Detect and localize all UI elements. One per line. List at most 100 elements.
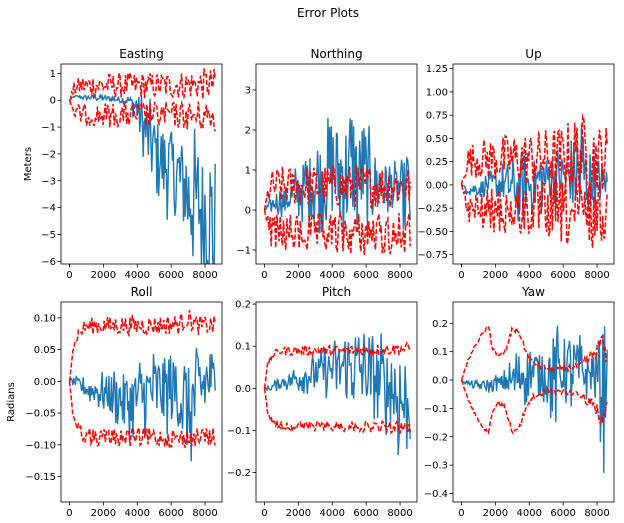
x-tick-label: 2000 [483,508,508,519]
x-tick-label: 6000 [353,508,378,519]
figure-title: Error Plots [297,6,359,20]
x-tick-label: 4000 [320,508,345,519]
series-northing-error [264,117,411,242]
series-yaw-lowerbound [460,379,608,435]
series-up-error [460,123,608,222]
y-tick-label: −0.1 [424,404,448,415]
x-tick-label: 6000 [550,508,575,519]
x-tick-label: 6000 [158,270,183,281]
y-tick-label: 1 [245,166,251,177]
panel-title-pitch: Pitch [322,285,351,299]
y-tick-label: 0.75 [426,111,448,122]
y-tick-label: 0.05 [34,345,56,356]
x-tick-label: 2000 [91,508,116,519]
y-tick-label: −3 [41,176,56,187]
y-tick-label: 0.2 [432,319,448,330]
x-tick-label: 6000 [550,270,575,281]
x-tick-label: 2000 [286,508,311,519]
panel-title-up: Up [525,47,541,61]
x-tick-label: 2000 [286,270,311,281]
axes-frame-easting [60,63,223,265]
y-tick-label: 1.00 [426,87,448,98]
axes-frame-northing [255,63,418,265]
y-tick-label: −4 [41,203,56,214]
series-up-upperbound [460,113,608,192]
y-tick-label: 0.0 [432,376,448,387]
x-tick-label: 2000 [483,270,508,281]
x-tick-label: 8000 [387,270,412,281]
y-tick-label: 0.50 [426,134,448,145]
series-roll-error [68,347,216,462]
series-roll-lowerbound [68,381,216,448]
x-tick-label: 4000 [517,270,542,281]
axes-frame-yaw [452,301,615,503]
x-tick-label: 0 [261,508,267,519]
y-tick-label: −0.15 [25,472,56,483]
series-group-northing [263,117,411,256]
axes-frame-roll [60,301,223,503]
y-tick-label: −0.3 [424,461,448,472]
y-tick-label: 0 [245,206,251,217]
x-tick-label: 6000 [158,508,183,519]
panel-yaw: 0 2000 4000 6000 8000 0.2 0.1 0.0 −0.1 −0.2 −0.3 −0… [424,285,615,519]
series-group-yaw [460,325,608,474]
series-group-roll [68,310,216,462]
x-tick-label: 4000 [125,508,150,519]
series-pitch-lowerbound [263,388,411,435]
panel-title-roll: Roll [131,285,153,299]
series-easting-upperbound [68,68,216,101]
y-axis-label-easting: Meters [23,147,34,181]
y-tick-label: −1 [236,246,251,257]
panel-roll: 0 2000 4000 6000 8000 0.10 0.05 0.00 −0.05 −0.10 −… [6,285,223,519]
y-tick-label: 0.2 [235,300,251,311]
x-tick-label: 8000 [584,508,609,519]
panel-pitch: 0 2000 4000 6000 8000 0.2 0.1 0.0 −0.1 −0.2 Pitch [227,285,418,519]
x-tick-label: 8000 [584,270,609,281]
y-tick-label: 0.00 [34,377,56,388]
panel-title-easting: Easting [119,47,163,61]
x-tick-label: 0 [66,270,72,281]
series-roll-upperbound [68,310,216,382]
y-axis-label-roll: Radians [6,382,17,422]
y-tick-label: −0.2 [424,432,448,443]
series-up-lowerbound [460,177,608,248]
x-tick-label: 8000 [387,508,412,519]
y-tick-label: 0.10 [34,313,56,324]
x-tick-label: 2000 [91,270,116,281]
series-group-easting [68,68,216,264]
series-northing-upperbound [263,165,411,211]
y-tick-label: −0.4 [424,489,448,500]
x-tick-label: 6000 [353,270,378,281]
y-tick-label: −6 [41,257,56,268]
y-tick-label: −2 [41,149,56,160]
y-tick-label: −0.25 [417,204,448,215]
y-tick-label: 3 [245,86,251,97]
x-tick-label: 4000 [125,270,150,281]
x-tick-label: 8000 [192,270,217,281]
panel-title-northing: Northing [310,47,362,61]
series-group-pitch [263,333,411,456]
series-yaw-error [460,325,608,474]
y-tick-label: −0.1 [227,426,251,437]
y-tick-label: −5 [41,230,56,241]
panel-northing: 0 2000 4000 6000 8000 3 2 1 0 −1 Northing [236,47,418,281]
y-tick-label: −0.2 [227,468,251,479]
panel-up: 0 2000 4000 6000 8000 1.25 1.00 0.75 0.50 0.25 0.0… [417,47,615,281]
axes-frame-pitch [255,301,418,503]
series-easting-error [69,92,216,264]
x-tick-label: 4000 [320,270,345,281]
panel-title-yaw: Yaw [521,285,545,299]
series-group-up [460,113,608,248]
y-tick-label: 0.00 [426,180,448,191]
x-tick-label: 0 [458,508,464,519]
y-tick-label: −0.10 [25,440,56,451]
y-tick-label: 0.1 [432,347,448,358]
y-tick-label: 0.25 [426,157,448,168]
x-tick-label: 4000 [517,508,542,519]
x-tick-label: 0 [66,508,72,519]
series-northing-lowerbound [263,209,411,256]
series-pitch-upperbound [263,341,411,389]
panel-easting: 0 2000 4000 6000 8000 1 0 −1 −2 −3 −4 −5 −6 Easting Me… [23,47,223,281]
x-tick-label: 8000 [192,508,217,519]
